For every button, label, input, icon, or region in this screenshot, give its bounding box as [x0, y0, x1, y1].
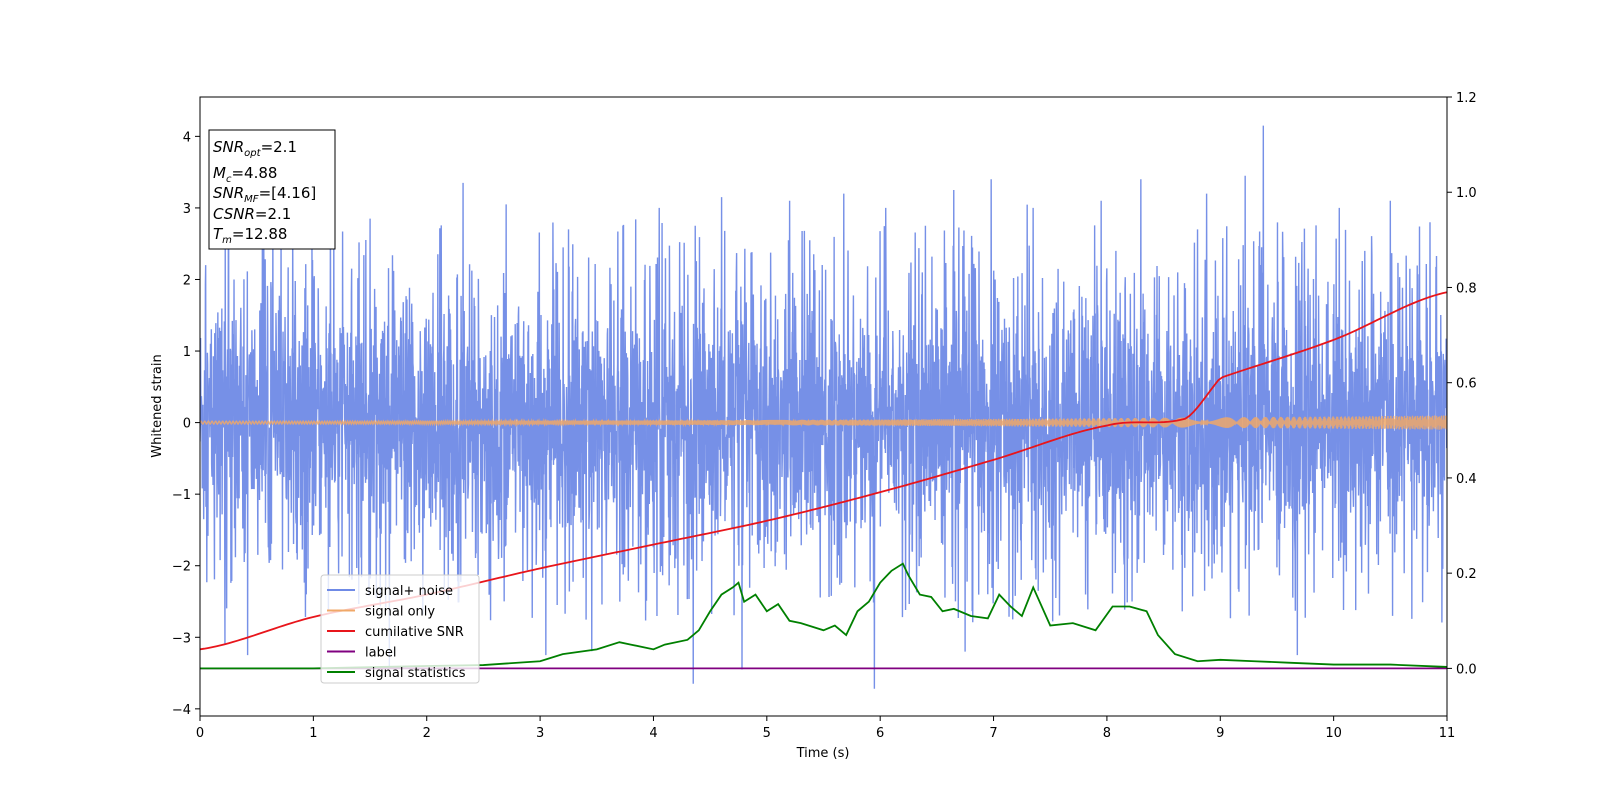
y-left-tick-label: −3	[172, 631, 191, 646]
x-axis-label: Time (s)	[796, 746, 850, 761]
legend: signal+ noise signal only cumilative SNR la…	[320, 574, 480, 684]
legend-label: signal+ noise	[365, 584, 453, 599]
svg-text:Mc=4.88: Mc=4.88	[213, 164, 277, 185]
x-tick-label: 5	[763, 726, 771, 741]
legend-label: signal statistics	[365, 666, 466, 681]
x-tick-label: 0	[196, 726, 204, 741]
y-left-tick-label: −2	[172, 560, 191, 575]
svg-text:Tm=12.88: Tm=12.88	[213, 225, 287, 246]
svg-text:SNRMF=[4.16]: SNRMF=[4.16]	[213, 184, 316, 205]
snr-opt-value: =2.1	[261, 138, 297, 156]
x-tick-label: 4	[649, 726, 657, 741]
x-tick-label: 1	[309, 726, 317, 741]
legend-label: label	[365, 646, 396, 661]
x-tick-label: 2	[423, 726, 431, 741]
y-right-tick-label: 0.2	[1456, 567, 1477, 582]
y-axis-label: Whitened strain	[150, 354, 165, 457]
legend-label: signal only	[365, 605, 435, 620]
y-axis-left-ticks: −4 −3 −2 −1 0 1 2 3 4	[172, 130, 200, 718]
legend-label: cumilative SNR	[365, 625, 464, 640]
y-right-tick-label: 0.4	[1456, 472, 1477, 487]
noise-trace	[200, 125, 1447, 689]
signal-only-series	[200, 415, 1447, 430]
y-left-tick-label: −1	[172, 488, 191, 503]
y-right-tick-label: 0.8	[1456, 281, 1477, 296]
x-tick-label: 3	[536, 726, 544, 741]
x-axis-ticks: 0 1 2 3 4 5 6 7 8 9 10 11	[196, 716, 1455, 741]
x-tick-label: 6	[876, 726, 884, 741]
svg-text:SNRopt=2.1: SNRopt=2.1	[213, 138, 297, 159]
tm-value: =12.88	[232, 225, 288, 243]
x-tick-label: 10	[1325, 726, 1342, 741]
y-left-tick-label: 1	[183, 345, 191, 360]
csnr-value: =2.1	[255, 205, 291, 223]
signal-statistics-line	[200, 562, 1447, 670]
y-axis-right-ticks: 0.0 0.2 0.4 0.6 0.8 1.0 1.2	[1447, 91, 1477, 677]
x-tick-label: 7	[989, 726, 997, 741]
y-right-tick-label: 1.2	[1456, 91, 1477, 106]
snr-mf-value: =[4.16]	[259, 184, 317, 202]
plot-frame	[199, 96, 1448, 717]
y-left-tick-label: 3	[183, 202, 191, 217]
y-right-tick-label: 0.6	[1456, 377, 1477, 392]
mc-value: =4.88	[231, 164, 277, 182]
snr-opt-symbol: SNR	[213, 138, 244, 156]
svg-text:CSNR=2.1: CSNR=2.1	[213, 205, 291, 223]
x-tick-label: 8	[1103, 726, 1111, 741]
info-box: SNRopt=2.1 Mc=4.88 SNRMF=[4.16] CSNR=2.1…	[208, 129, 336, 250]
y-left-tick-label: 4	[183, 130, 191, 145]
x-tick-label: 9	[1216, 726, 1224, 741]
signal-noise-series	[200, 125, 1447, 689]
y-left-tick-label: 2	[183, 273, 191, 288]
x-tick-label: 11	[1439, 726, 1456, 741]
y-left-tick-label: −4	[172, 703, 191, 718]
signal-only-trace	[200, 415, 1447, 430]
y-right-tick-label: 0.0	[1456, 662, 1477, 677]
y-left-tick-label: 0	[183, 417, 191, 432]
y-right-tick-label: 1.0	[1456, 186, 1477, 201]
